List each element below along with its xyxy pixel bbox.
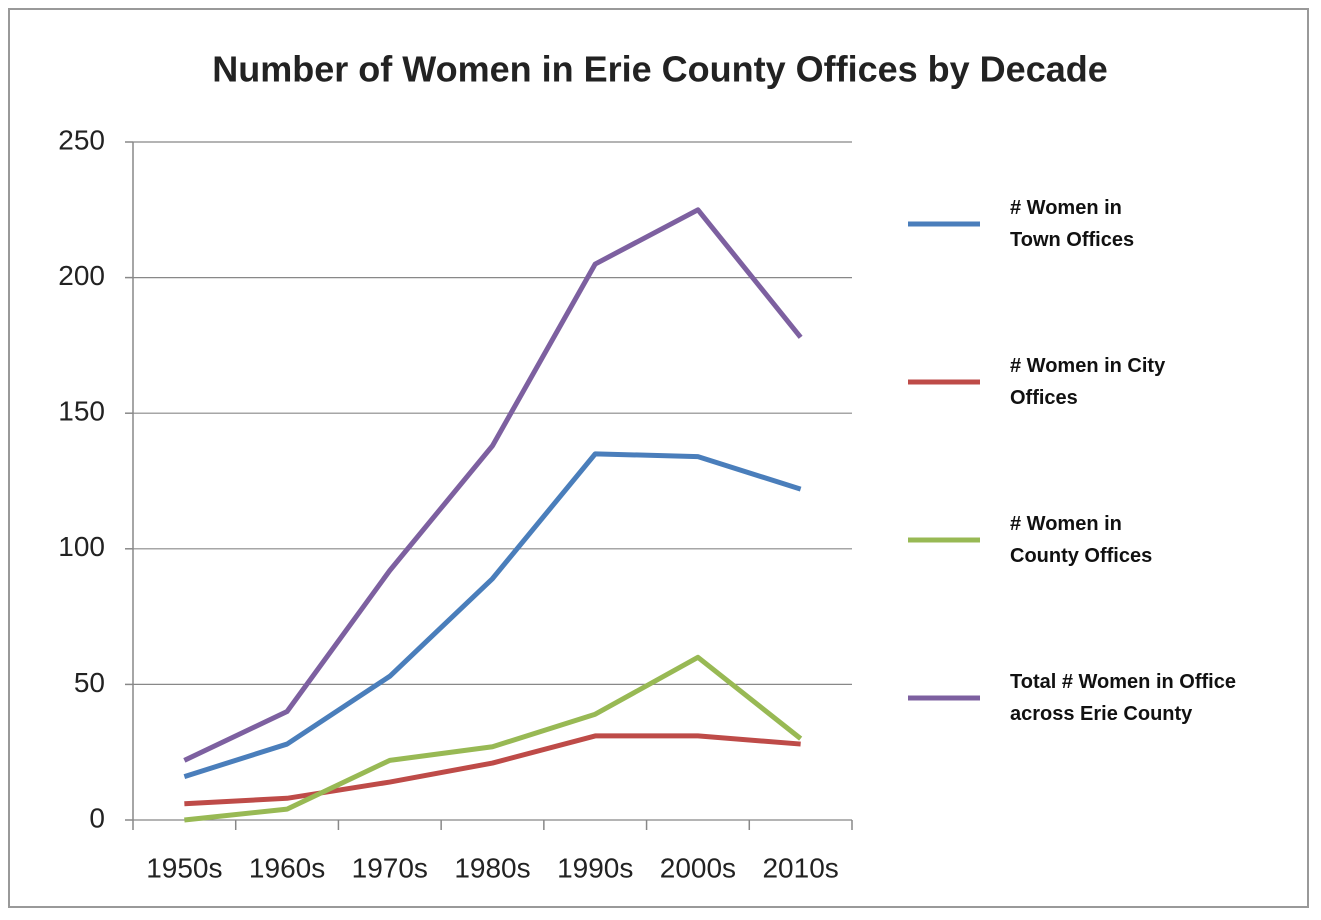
y-tick-label: 250	[58, 124, 105, 155]
x-tick-label: 2000s	[660, 852, 736, 883]
y-tick-label: 0	[89, 802, 105, 833]
y-tick-label: 200	[58, 260, 105, 291]
x-tick-label: 1970s	[352, 852, 428, 883]
legend-label: # Women in County Offices	[1010, 513, 1153, 567]
x-tick-label: 2010s	[762, 852, 838, 883]
legend-label: Total # Women in Office across Erie Coun…	[1010, 671, 1236, 725]
x-tick-label: 1960s	[249, 852, 325, 883]
x-tick-label: 1990s	[557, 852, 633, 883]
legend-label: # Women in City Offices	[1010, 355, 1166, 409]
chart-frame	[8, 8, 1309, 908]
legend-label: # Women in Town Offices	[1010, 197, 1135, 251]
y-tick-label: 150	[58, 396, 105, 427]
y-tick-label: 100	[58, 531, 105, 562]
series-line	[184, 733, 801, 807]
series-line	[183, 451, 802, 779]
series-line	[183, 207, 803, 763]
x-tick-label: 1980s	[454, 852, 530, 883]
y-tick-label: 50	[74, 667, 105, 698]
chart-title: Number of Women in Erie County Offices b…	[212, 49, 1108, 90]
x-tick-label: 1950s	[146, 852, 222, 883]
series-line	[184, 654, 803, 823]
